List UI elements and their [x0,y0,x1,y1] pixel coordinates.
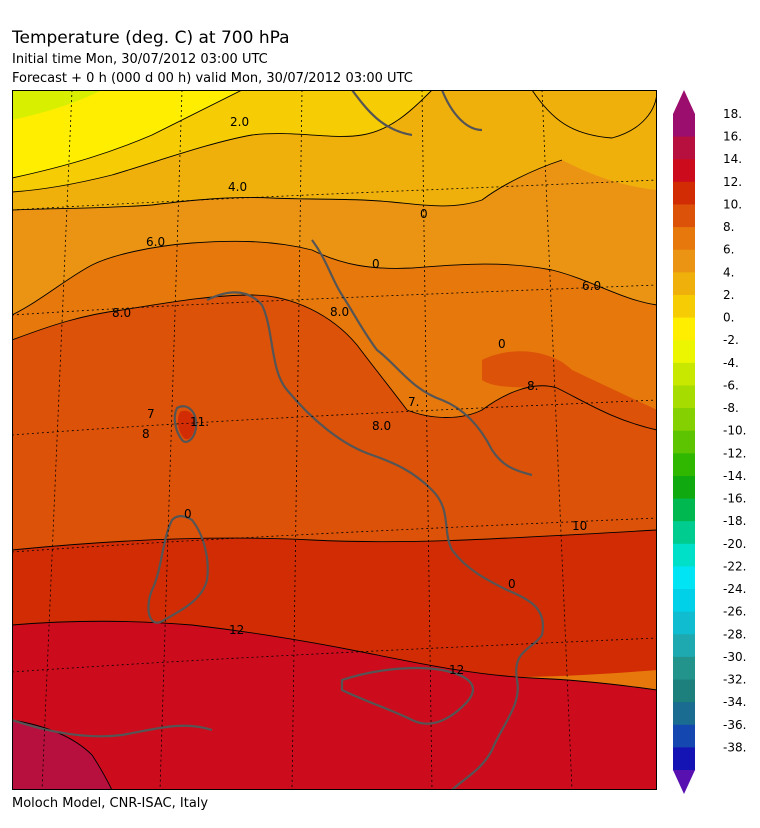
map-title: Temperature (deg. C) at 700 hPa [12,28,290,48]
band-12-14 [12,621,657,790]
temperature-map: 2.0 4.0 6.0 8.0 8.0 0 0 6.0 0 8. 7 11. 8… [12,90,657,790]
colorbar-label: -18. [723,514,746,528]
colorbar-swatch [673,272,695,296]
colorbar-label: 18. [723,107,742,121]
colorbar-swatch [673,724,695,748]
contour-label: 0 [498,337,506,351]
contour-label: 12 [449,663,464,677]
colorbar-label: 4. [723,265,734,279]
colorbar-label: 10. [723,197,742,211]
colorbar-swatch [673,362,695,386]
colorbar-swatch [673,453,695,477]
colorbar-label: 16. [723,130,742,144]
colorbar-label: -6. [723,378,739,392]
colorbar-swatch [673,543,695,567]
colorbar-label: -30. [723,650,746,664]
contour-label: 8 [142,427,150,441]
contour-label: 7 [147,407,155,421]
graticule [12,90,657,790]
colorbar-swatch [673,589,695,613]
contour-label: 6.0 [146,235,165,249]
colorbar-swatch [673,679,695,703]
contour-label: 6.0 [582,279,601,293]
colorbar-swatch [673,294,695,319]
band-8-10-east [482,351,657,435]
colorbar-swatch [673,747,695,771]
colorbar-swatch [673,204,695,228]
colorbar-label: -2. [723,333,739,347]
colorbar-swatch [673,408,695,432]
colorbar-label: -12. [723,446,746,460]
band-14-16 [12,720,112,790]
colorbar-label: -22. [723,559,746,573]
colorbar-swatch [673,181,695,205]
colorbar-swatch [673,227,695,251]
colorbar-swatch [673,634,695,658]
contour-label: 8.0 [112,306,131,320]
colorbar-swatch [673,475,695,500]
colorbar-swatch [673,317,695,341]
colorbar-label: -20. [723,537,746,551]
colorbar-label: -8. [723,401,739,415]
contour-label: 8. [527,379,538,393]
contour-label: 0 [372,257,380,271]
colorbar-label: -28. [723,627,746,641]
colorbar-arrow-bottom [673,770,695,794]
contour-label: 2.0 [230,115,249,129]
band-neg-2 [12,90,102,120]
contour-label: 0 [508,577,516,591]
colorbar-label: -10. [723,424,746,438]
contour-label: 7. [408,395,419,409]
contour-label: 11. [190,415,209,429]
colorbar-swatch [673,521,695,545]
forecast-line: Forecast + 0 h (000 d 00 h) valid Mon, 3… [12,71,413,86]
colorbar-label: -26. [723,605,746,619]
colorbar-label: -4. [723,356,739,370]
colorbar-swatch [673,249,695,273]
colorbar-label: -36. [723,718,746,732]
colorbar-swatch [673,114,695,138]
colorbar-label: -16. [723,492,746,506]
colorbar-label: 6. [723,243,734,257]
colorbar-swatch [673,430,695,454]
colorbar-legend: 18. 16. 14. 12. 10. 8. 6. 4. 2. 0. -2. -4. -6. -8. -10… [673,90,753,795]
colorbar-label: 14. [723,152,742,166]
colorbar-label: -24. [723,582,746,596]
contour-label: 8.0 [330,305,349,319]
colorbar-label: 8. [723,220,734,234]
colorbar-swatch [673,702,695,726]
colorbar-swatch [673,656,695,681]
colorbar-arrow-top [673,90,695,114]
colorbar-swatch [673,136,695,160]
model-credit: Moloch Model, CNR-ISAC, Italy [12,796,209,811]
contour-label: 0 [420,207,428,221]
colorbar-label: -14. [723,469,746,483]
contour-label: 10 [572,519,587,533]
band-10-12 [12,530,657,678]
band-patch-11 [177,410,196,440]
colorbar-swatch [673,385,695,409]
colorbar-swatch [673,611,695,635]
colorbar-swatch [673,340,695,364]
contour-label-group: 2.0 4.0 6.0 8.0 8.0 0 0 6.0 0 8. 7 11. 8… [112,115,601,677]
colorbar-swatch [673,566,695,590]
contour-label: 12 [229,623,244,637]
contour-label: 0 [184,507,192,521]
band-8-10 [12,295,657,550]
colorbar-label: 12. [723,175,742,189]
colorbar-label: 2. [723,288,734,302]
colorbar-label: -38. [723,740,746,754]
contour-label: 4.0 [228,180,247,194]
colorbar-label: -32. [723,673,746,687]
initial-time: Initial time Mon, 30/07/2012 03:00 UTC [12,52,268,67]
colorbar-swatch [673,498,695,522]
colorbar-label: 0. [723,311,734,325]
contour-label: 8.0 [372,419,391,433]
coastlines [12,90,545,790]
colorbar-label: -34. [723,695,746,709]
colorbar-swatch [673,159,695,183]
